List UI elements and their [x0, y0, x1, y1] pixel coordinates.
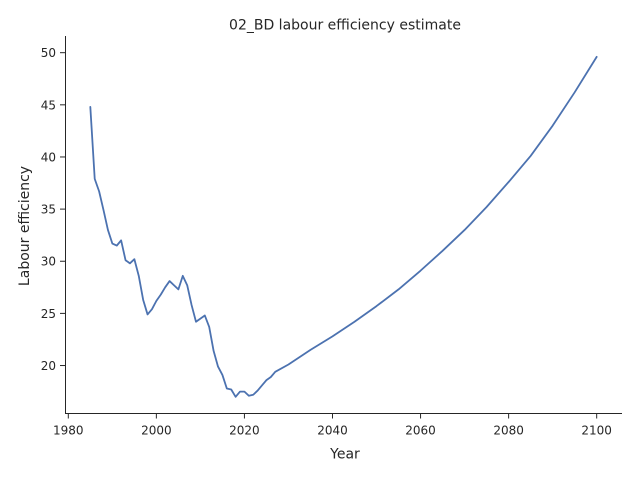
y-tick-label: 35	[41, 203, 56, 217]
y-tick-label: 45	[41, 98, 56, 112]
y-tick-label: 30	[41, 255, 56, 269]
y-tick-label: 50	[41, 46, 56, 60]
y-tick-label: 40	[41, 150, 56, 164]
y-tick-label: 20	[41, 359, 56, 373]
x-tick-label: 2060	[405, 424, 436, 438]
y-axis-ticks: 20 25 30 35 40 45 50	[41, 46, 65, 373]
plot-area: 1980 2000 2020 2040 2060 2080 2100 20 25 30 35 40 4…	[41, 36, 622, 438]
x-tick-label: 1980	[53, 424, 84, 438]
x-axis-label: Year	[329, 447, 360, 463]
x-tick-label: 2080	[493, 424, 524, 438]
chart-title: 02_BD labour efficiency estimate	[229, 18, 461, 34]
x-tick-label: 2020	[229, 424, 260, 438]
y-axis-label: Labour efficiency	[17, 166, 33, 286]
x-axis-ticks: 1980 2000 2020 2040 2060 2080 2100	[53, 413, 612, 438]
x-tick-label: 2000	[141, 424, 172, 438]
x-tick-label: 2040	[317, 424, 348, 438]
series-line	[89, 55, 598, 398]
y-tick-label: 25	[41, 307, 56, 321]
x-tick-label: 2100	[581, 424, 612, 438]
